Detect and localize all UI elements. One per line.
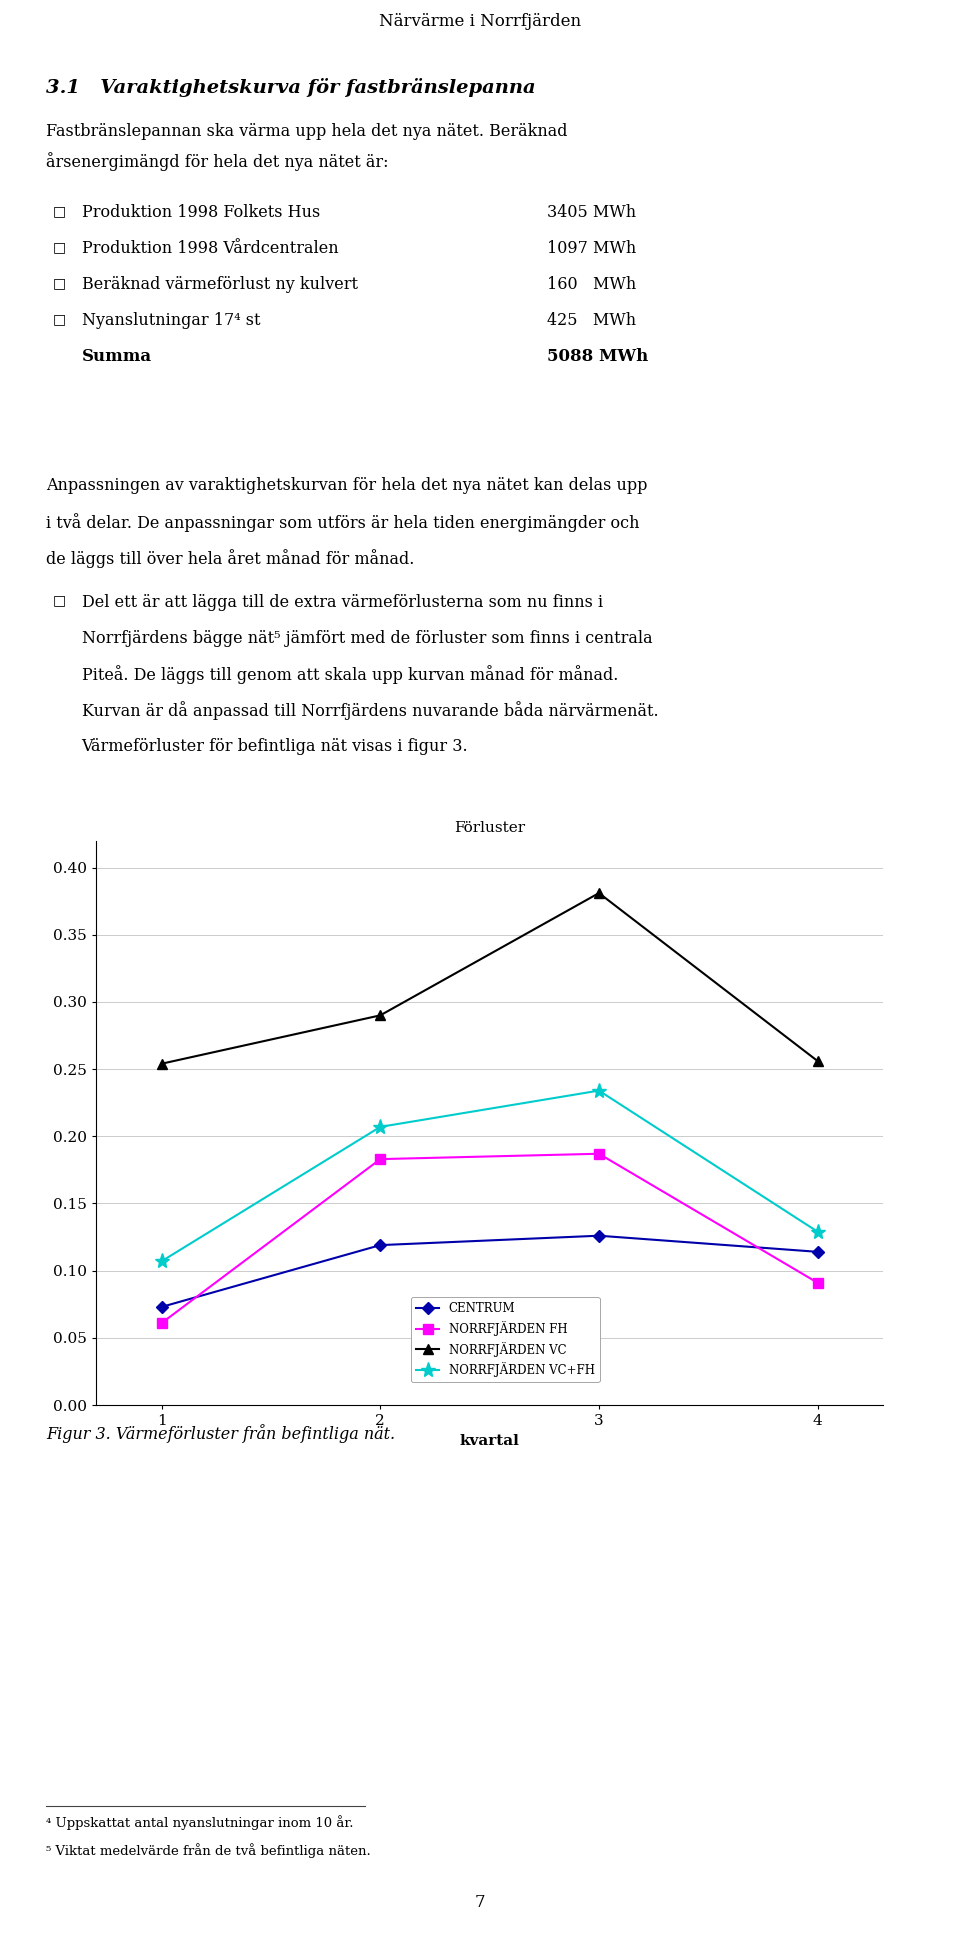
Text: 3405 MWh: 3405 MWh xyxy=(547,204,636,222)
Text: □: □ xyxy=(53,594,66,607)
NORRFJÄRDEN VC xyxy=(374,1004,386,1027)
Text: i två delar. De anpassningar som utförs är hela tiden energimängder och: i två delar. De anpassningar som utförs … xyxy=(46,512,639,531)
NORRFJÄRDEN VC xyxy=(593,882,605,905)
Line: NORRFJÄRDEN VC+FH: NORRFJÄRDEN VC+FH xyxy=(154,1084,826,1269)
Line: NORRFJÄRDEN FH: NORRFJÄRDEN FH xyxy=(156,1148,823,1327)
NORRFJÄRDEN VC xyxy=(812,1049,824,1072)
Text: 7: 7 xyxy=(474,1893,486,1911)
Text: □: □ xyxy=(53,239,66,255)
Text: ⁵ Viktat medelvärde från de två befintliga näten.: ⁵ Viktat medelvärde från de två befintli… xyxy=(46,1843,371,1858)
NORRFJÄRDEN VC+FH xyxy=(156,1249,167,1273)
Text: 5088 MWh: 5088 MWh xyxy=(547,348,648,366)
Text: □: □ xyxy=(53,276,66,290)
NORRFJÄRDEN VC+FH xyxy=(593,1078,605,1101)
Text: 3.1   Varaktighetskurva för fastbränslepanna: 3.1 Varaktighetskurva för fastbränslepan… xyxy=(46,78,536,97)
Text: Del ett är att lägga till de extra värmeförlusterna som nu finns i: Del ett är att lägga till de extra värme… xyxy=(82,594,603,611)
NORRFJÄRDEN VC+FH xyxy=(374,1115,386,1138)
Text: Närvärme i Norrfjärden: Närvärme i Norrfjärden xyxy=(379,12,581,29)
NORRFJÄRDEN VC xyxy=(156,1053,167,1076)
CENTRUM xyxy=(593,1224,605,1247)
Text: Nyanslutningar 17⁴ st: Nyanslutningar 17⁴ st xyxy=(82,311,260,329)
Text: Beräknad värmeförlust ny kulvert: Beräknad värmeförlust ny kulvert xyxy=(82,276,357,294)
Title: Förluster: Förluster xyxy=(454,821,525,835)
X-axis label: kvartal: kvartal xyxy=(460,1434,519,1448)
Text: Summa: Summa xyxy=(82,348,152,366)
NORRFJÄRDEN FH xyxy=(593,1142,605,1166)
Text: Piteå. De läggs till genom att skala upp kurvan månad för månad.: Piteå. De läggs till genom att skala upp… xyxy=(82,666,618,685)
Text: ⁴ Uppskattat antal nyanslutningar inom 10 år.: ⁴ Uppskattat antal nyanslutningar inom 1… xyxy=(46,1816,353,1831)
Text: Fastbränslepannan ska värma upp hela det nya nätet. Beräknad: Fastbränslepannan ska värma upp hela det… xyxy=(46,123,567,140)
Text: Figur 3. Värmeförluster från befintliga nät.: Figur 3. Värmeförluster från befintliga … xyxy=(46,1424,396,1444)
Text: Värmeförluster för befintliga nät visas i figur 3.: Värmeförluster för befintliga nät visas … xyxy=(82,738,468,755)
NORRFJÄRDEN FH xyxy=(374,1148,386,1171)
Legend: CENTRUM, NORRFJÄRDEN FH, NORRFJÄRDEN VC, NORRFJÄRDEN VC+FH: CENTRUM, NORRFJÄRDEN FH, NORRFJÄRDEN VC,… xyxy=(411,1298,600,1382)
Text: □: □ xyxy=(53,311,66,327)
Text: 160   MWh: 160 MWh xyxy=(547,276,636,294)
Line: NORRFJÄRDEN VC: NORRFJÄRDEN VC xyxy=(156,887,823,1068)
CENTRUM xyxy=(156,1296,167,1319)
Text: 425   MWh: 425 MWh xyxy=(547,311,636,329)
Line: CENTRUM: CENTRUM xyxy=(157,1232,822,1312)
Text: de läggs till över hela året månad för månad.: de läggs till över hela året månad för m… xyxy=(46,549,415,568)
Text: Produktion 1998 Folkets Hus: Produktion 1998 Folkets Hus xyxy=(82,204,320,222)
Text: 1097 MWh: 1097 MWh xyxy=(547,239,636,257)
NORRFJÄRDEN VC+FH xyxy=(812,1220,824,1243)
Text: årsenergimängd för hela det nya nätet är:: årsenergimängd för hela det nya nätet är… xyxy=(46,152,389,171)
Text: □: □ xyxy=(53,204,66,218)
CENTRUM xyxy=(374,1234,386,1257)
Text: Kurvan är då anpassad till Norrfjärdens nuvarande båda närvärmenät.: Kurvan är då anpassad till Norrfjärdens … xyxy=(82,703,659,720)
Text: Norrfjärdens bägge nät⁵ jämfört med de förluster som finns i centrala: Norrfjärdens bägge nät⁵ jämfört med de f… xyxy=(82,631,652,646)
NORRFJÄRDEN FH xyxy=(156,1312,167,1335)
Text: Produktion 1998 Vårdcentralen: Produktion 1998 Vårdcentralen xyxy=(82,239,338,257)
NORRFJÄRDEN FH xyxy=(812,1271,824,1294)
CENTRUM xyxy=(812,1240,824,1263)
Text: Anpassningen av varaktighetskurvan för hela det nya nätet kan delas upp: Anpassningen av varaktighetskurvan för h… xyxy=(46,477,647,494)
